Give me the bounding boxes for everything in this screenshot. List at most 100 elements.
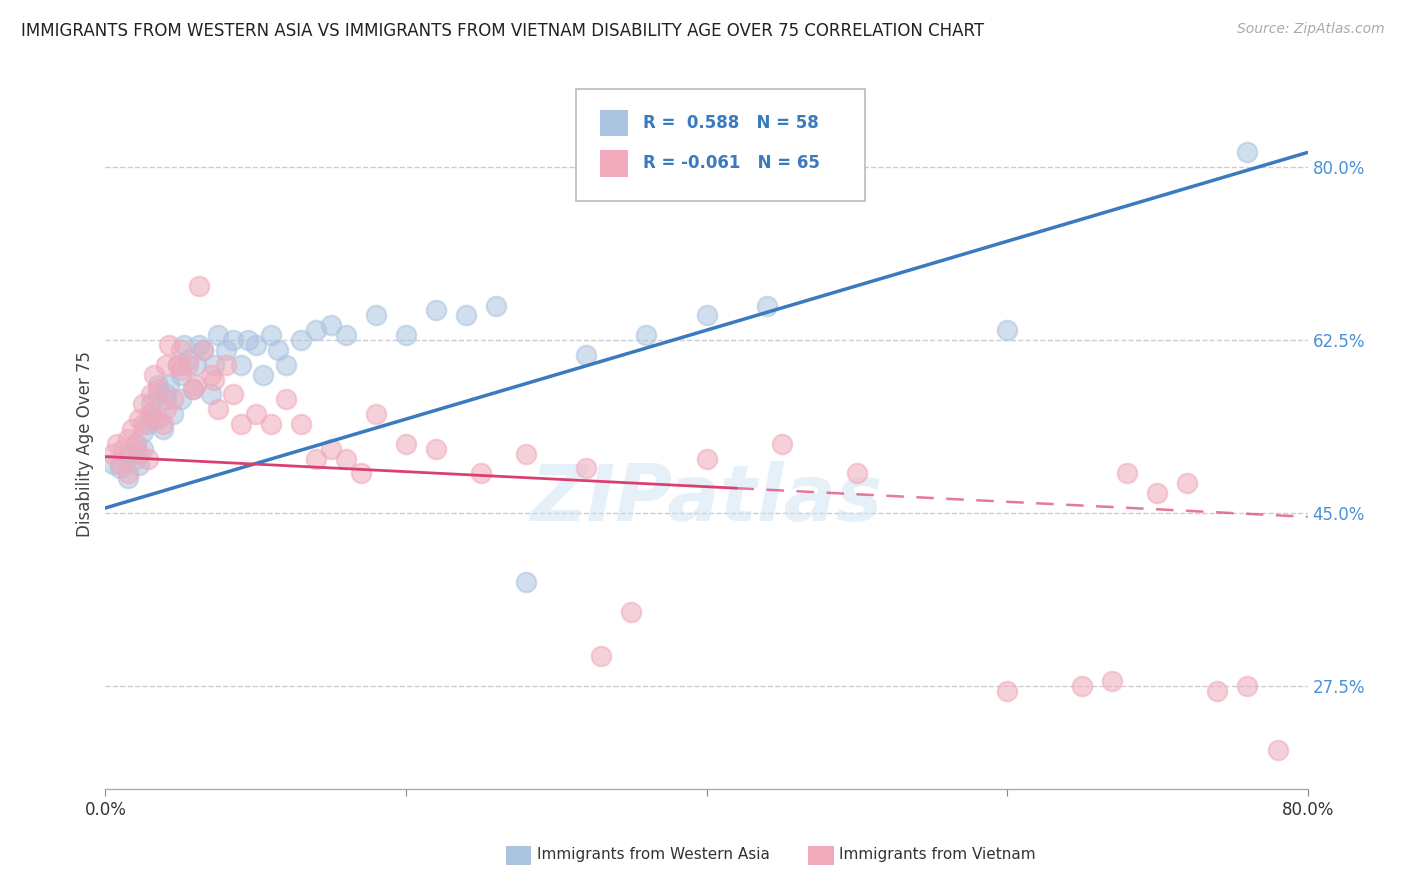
Point: [1236, 679, 1258, 693]
Point: [162, 392, 184, 407]
Point: [319, 442, 342, 456]
Point: [117, 432, 139, 446]
Point: [157, 338, 180, 352]
Point: [1175, 476, 1198, 491]
Point: [229, 417, 252, 431]
Point: [121, 444, 143, 458]
Point: [575, 348, 598, 362]
Point: [177, 352, 200, 367]
Point: [155, 402, 177, 417]
Point: [132, 417, 155, 431]
Point: [1146, 486, 1168, 500]
Point: [117, 471, 139, 485]
Point: [214, 343, 236, 357]
Point: [181, 383, 204, 397]
Point: [132, 397, 155, 411]
Point: [124, 437, 146, 451]
Point: [128, 412, 150, 426]
Point: [124, 451, 146, 466]
Point: [1267, 743, 1289, 757]
Point: [128, 447, 150, 461]
Point: [222, 387, 245, 401]
Point: [207, 402, 229, 417]
Point: [117, 467, 139, 481]
Text: IMMIGRANTS FROM WESTERN ASIA VS IMMIGRANTS FROM VIETNAM DISABILITY AGE OVER 75 C: IMMIGRANTS FROM WESTERN ASIA VS IMMIGRAN…: [21, 22, 984, 40]
Point: [146, 387, 169, 401]
Text: ZIPatlas: ZIPatlas: [530, 461, 883, 537]
Text: Source: ZipAtlas.com: Source: ZipAtlas.com: [1237, 22, 1385, 37]
Point: [425, 442, 447, 456]
Point: [146, 412, 169, 426]
Point: [274, 392, 297, 407]
Point: [152, 417, 174, 431]
Point: [157, 377, 180, 392]
Point: [202, 358, 225, 372]
Point: [142, 412, 165, 426]
Point: [169, 362, 191, 376]
Point: [290, 333, 312, 347]
Point: [591, 649, 613, 664]
Point: [139, 407, 162, 421]
Point: [620, 605, 643, 619]
Point: [169, 368, 191, 382]
Point: [485, 299, 508, 313]
Point: [364, 407, 387, 421]
Point: [101, 457, 124, 471]
Point: [181, 383, 204, 397]
Point: [207, 328, 229, 343]
Point: [139, 407, 162, 421]
Point: [191, 343, 214, 357]
Point: [139, 397, 162, 411]
Point: [845, 467, 868, 481]
Point: [177, 358, 200, 372]
Point: [245, 338, 267, 352]
Point: [260, 417, 283, 431]
Text: Immigrants from Western Asia: Immigrants from Western Asia: [537, 847, 770, 862]
Point: [128, 458, 150, 473]
Point: [214, 358, 236, 372]
Point: [155, 392, 177, 407]
Point: [152, 422, 174, 436]
Point: [121, 422, 143, 436]
Point: [107, 437, 129, 451]
Point: [112, 442, 135, 456]
Point: [166, 358, 188, 372]
Point: [252, 368, 274, 382]
Point: [395, 437, 418, 451]
Text: R = -0.061   N = 65: R = -0.061 N = 65: [643, 154, 820, 172]
Text: R =  0.588   N = 58: R = 0.588 N = 58: [643, 114, 818, 132]
Point: [425, 303, 447, 318]
Point: [470, 467, 492, 481]
Point: [191, 343, 214, 357]
Point: [155, 387, 177, 401]
Text: Immigrants from Vietnam: Immigrants from Vietnam: [839, 847, 1036, 862]
Point: [200, 368, 222, 382]
Point: [454, 309, 477, 323]
Point: [350, 467, 373, 481]
Point: [229, 358, 252, 372]
Point: [305, 323, 328, 337]
Point: [124, 437, 146, 451]
Point: [184, 358, 207, 372]
Point: [142, 368, 165, 382]
Point: [770, 437, 793, 451]
Point: [169, 392, 191, 407]
Point: [364, 309, 387, 323]
Point: [136, 417, 159, 431]
Point: [139, 387, 162, 401]
Point: [755, 299, 778, 313]
Point: [335, 328, 357, 343]
Point: [146, 383, 169, 397]
Point: [132, 442, 155, 456]
Point: [1101, 673, 1123, 688]
Point: [166, 358, 188, 372]
Point: [319, 318, 342, 333]
Point: [238, 333, 260, 347]
Point: [101, 447, 124, 461]
Point: [245, 407, 267, 421]
Point: [1116, 467, 1139, 481]
Point: [290, 417, 312, 431]
Point: [117, 449, 139, 463]
Point: [260, 328, 283, 343]
Point: [110, 457, 132, 471]
